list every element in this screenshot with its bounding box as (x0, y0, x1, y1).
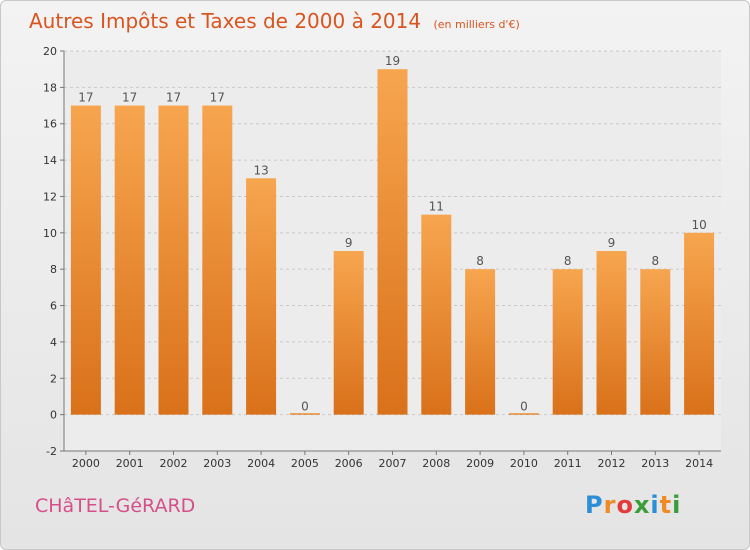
x-tick-label: 2008 (422, 457, 450, 470)
proxiti-logo[interactable]: Proxiti (585, 491, 681, 519)
y-tick-label: 10 (43, 227, 57, 240)
y-tick-label: 18 (43, 81, 57, 94)
bar (377, 69, 408, 415)
x-tick-label: 2006 (335, 457, 363, 470)
data-label: 8 (476, 254, 484, 268)
data-label: 9 (608, 236, 616, 250)
bar (333, 251, 364, 415)
logo-letter: i (672, 491, 682, 519)
x-tick-label: 2009 (466, 457, 494, 470)
data-label: 0 (520, 400, 528, 414)
x-tick-label: 2012 (598, 457, 626, 470)
data-label: 17 (210, 91, 225, 105)
y-tick-label: 14 (43, 154, 57, 167)
data-label: 17 (122, 91, 137, 105)
logo-letter: x (633, 491, 651, 519)
bar (552, 269, 583, 415)
data-label: 11 (429, 200, 444, 214)
bar (465, 269, 496, 415)
x-tick-label: 2013 (641, 457, 669, 470)
bar (202, 105, 233, 415)
logo-letter: P (585, 491, 604, 519)
data-label: 0 (301, 400, 309, 414)
data-label: 9 (345, 236, 353, 250)
bar (114, 105, 145, 415)
data-label: 10 (691, 218, 706, 232)
x-tick-label: 2014 (685, 457, 713, 470)
y-tick-label: 0 (50, 409, 57, 422)
chart-title-text: Autres Impôts et Taxes de 2000 à 2014 (29, 9, 422, 33)
x-tick-label: 2001 (116, 457, 144, 470)
bar (246, 178, 277, 415)
data-label: 8 (651, 254, 659, 268)
bar (640, 269, 671, 415)
x-tick-label: 2003 (203, 457, 231, 470)
logo-letter: t (659, 491, 673, 519)
x-tick-label: 2000 (72, 457, 100, 470)
data-label: 8 (564, 254, 572, 268)
x-tick-label: 2010 (510, 457, 538, 470)
data-label: 13 (253, 163, 268, 177)
bar (70, 105, 101, 415)
bar (421, 214, 452, 415)
logo-letter: i (650, 491, 660, 519)
x-tick-label: 2004 (247, 457, 275, 470)
y-tick-label: 12 (43, 190, 57, 203)
y-tick-label: -2 (46, 445, 57, 458)
y-tick-label: 16 (43, 118, 57, 131)
x-tick-label: 2005 (291, 457, 319, 470)
bar (684, 232, 715, 415)
y-tick-label: 4 (50, 336, 57, 349)
bar (158, 105, 189, 415)
data-label: 17 (78, 91, 93, 105)
chart-title: Autres Impôts et Taxes de 2000 à 2014 (e… (29, 9, 520, 33)
data-label: 19 (385, 54, 400, 68)
bar (596, 251, 627, 415)
y-tick-label: 6 (50, 300, 57, 313)
bar (289, 413, 320, 415)
x-tick-label: 2002 (160, 457, 188, 470)
x-tick-label: 2011 (554, 457, 582, 470)
x-tick-label: 2007 (379, 457, 407, 470)
town-name: CHâTEL-GéRARD (35, 495, 196, 517)
y-tick-label: 8 (50, 263, 57, 276)
data-label: 17 (166, 91, 181, 105)
chart-unit: (en milliers d'€) (433, 18, 520, 31)
logo-letter: o (616, 491, 634, 519)
logo-letter: r (603, 491, 617, 519)
bar (508, 413, 539, 415)
y-tick-label: 2 (50, 372, 57, 385)
y-tick-label: 20 (43, 45, 57, 58)
